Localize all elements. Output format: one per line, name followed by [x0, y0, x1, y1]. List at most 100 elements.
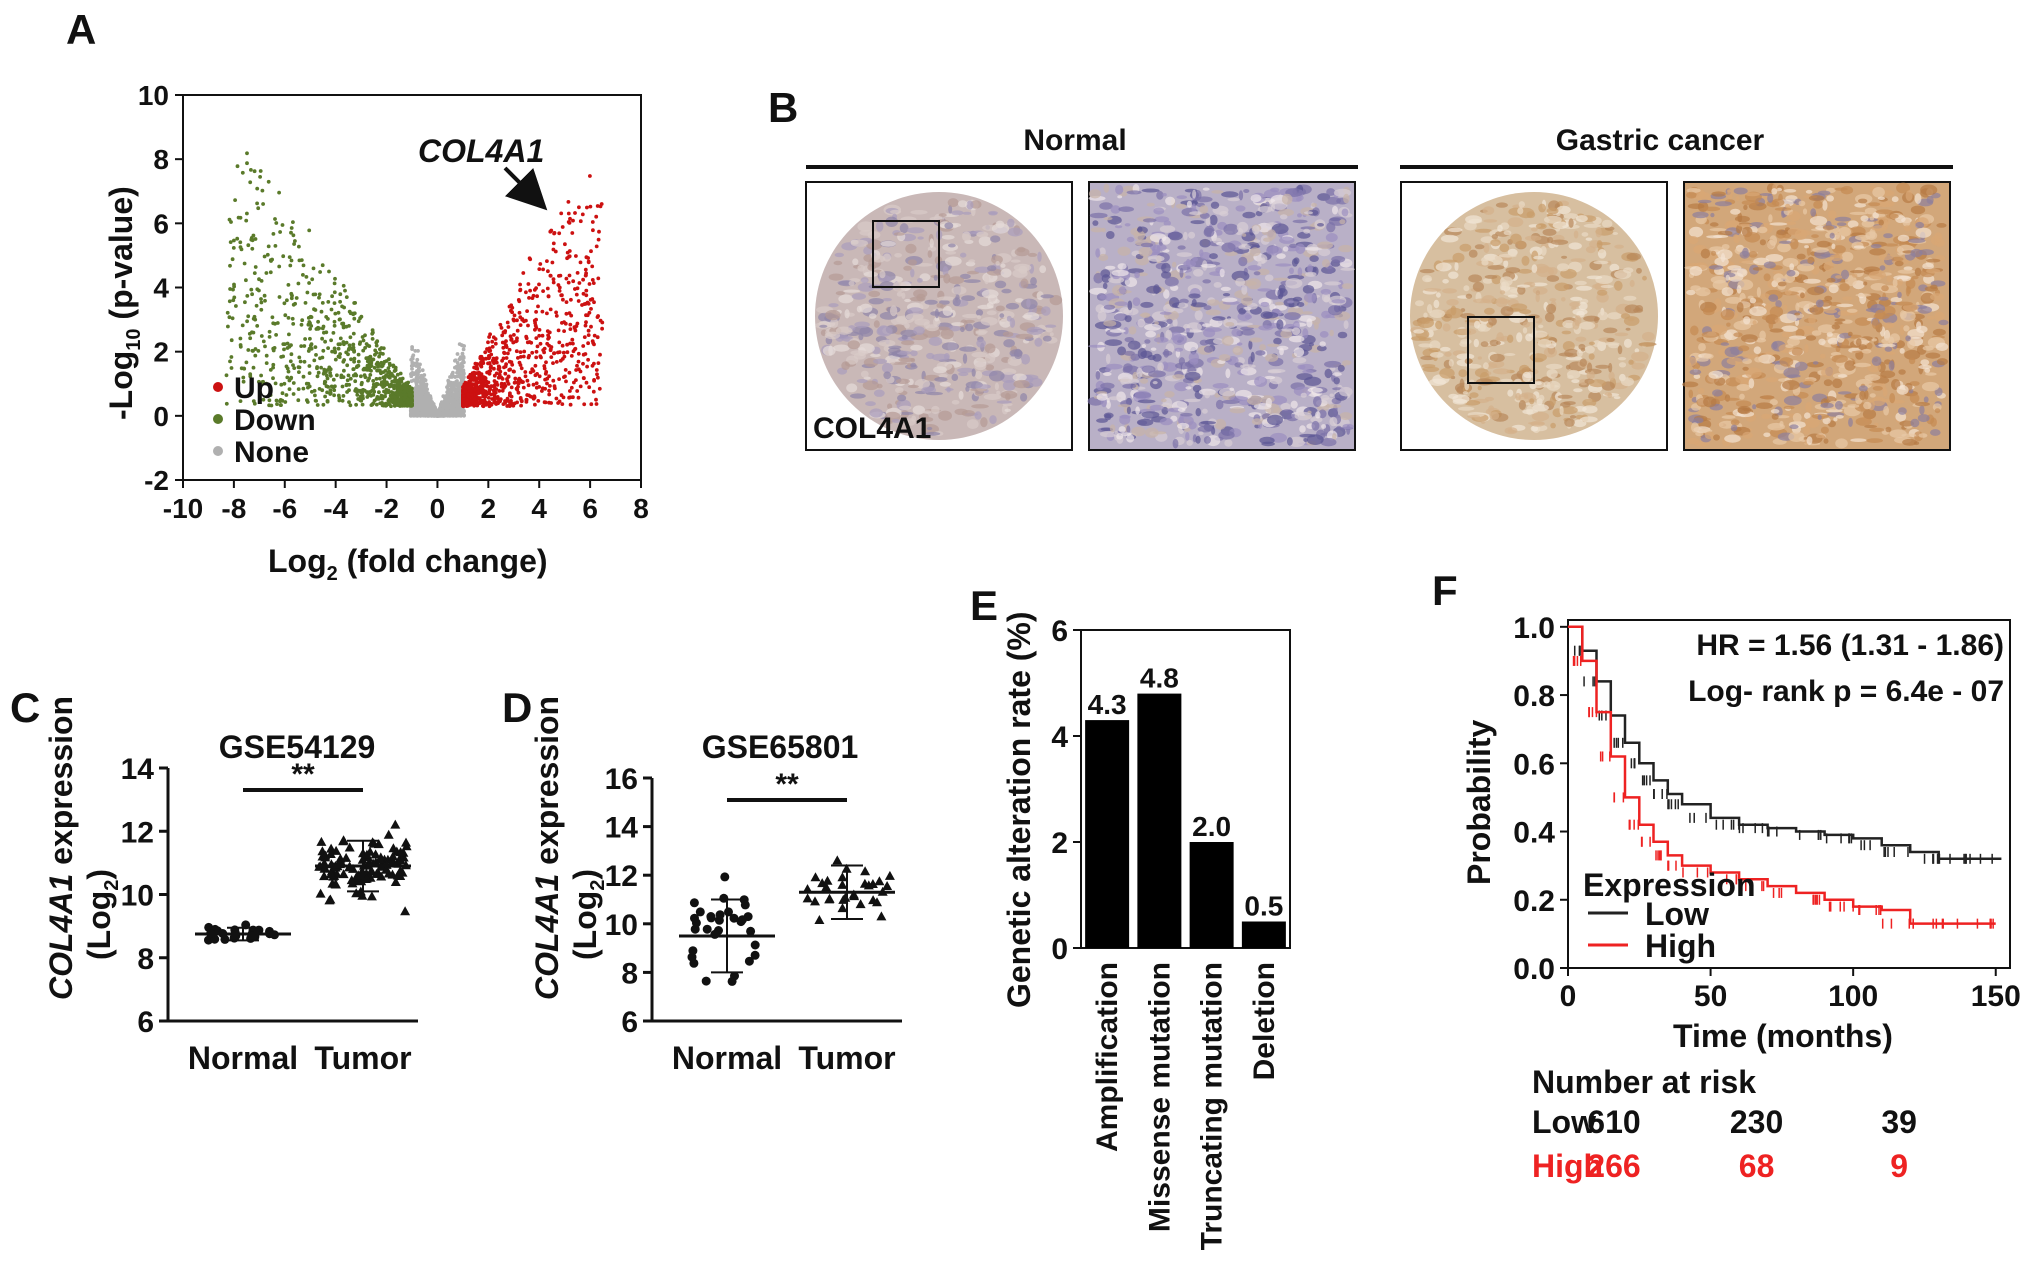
tissue-texture	[1018, 265, 1028, 274]
point-up	[533, 373, 538, 378]
tissue-texture	[1126, 236, 1135, 243]
tissue-texture	[1160, 398, 1167, 403]
tissue-texture	[1146, 202, 1155, 207]
tissue-texture	[1343, 193, 1350, 204]
tissue-texture	[1287, 437, 1293, 446]
tissue-texture	[1623, 338, 1632, 348]
tissue-texture	[1176, 252, 1193, 257]
tissue-texture	[1276, 345, 1289, 351]
tissue-texture	[1532, 286, 1548, 295]
point-up	[567, 254, 572, 259]
point-down	[333, 357, 338, 362]
point-up	[511, 403, 516, 408]
tissue-texture	[1295, 243, 1306, 255]
point-down	[312, 388, 317, 393]
tissue-texture	[1140, 378, 1149, 384]
point-up	[543, 386, 547, 391]
point-down	[366, 390, 370, 395]
volcano-y-tick-label: 10	[138, 80, 169, 111]
tissue-texture	[1543, 347, 1557, 358]
point-down	[288, 263, 293, 268]
point-down	[297, 370, 301, 374]
point-down	[368, 357, 372, 362]
tissue-texture	[1202, 408, 1208, 414]
tissue-texture	[1617, 357, 1627, 361]
point-up	[516, 356, 520, 360]
point-up	[574, 378, 578, 382]
point-up	[566, 200, 571, 204]
point-down	[283, 313, 288, 318]
point-none	[455, 374, 460, 379]
point-down	[322, 367, 327, 372]
point-down	[250, 292, 255, 297]
point-down	[323, 339, 327, 344]
tissue-texture	[1477, 385, 1482, 391]
tissue-texture	[1291, 258, 1298, 267]
tissue-texture	[1276, 253, 1286, 259]
point-down	[399, 401, 403, 406]
tissue-texture	[1187, 421, 1197, 430]
tissue-texture	[1275, 263, 1292, 267]
point-up	[589, 307, 593, 311]
point-down	[232, 282, 236, 287]
point-up	[557, 231, 562, 236]
point-down	[347, 388, 351, 393]
point-down	[354, 389, 359, 393]
tissue-texture	[974, 361, 987, 371]
tissue-texture	[1495, 202, 1508, 208]
point-down	[324, 315, 329, 319]
tissue-texture	[828, 273, 844, 281]
point-up	[461, 394, 466, 398]
point-up	[586, 259, 591, 264]
point-down	[246, 243, 251, 248]
tissue-texture	[1109, 424, 1116, 433]
tissue-texture	[1134, 390, 1152, 401]
point-down	[313, 345, 318, 349]
tissue-texture	[1175, 203, 1187, 209]
tissue-texture	[1199, 238, 1211, 248]
point-down	[257, 277, 261, 282]
tissue-texture	[894, 253, 902, 258]
tissue-texture	[995, 305, 1005, 312]
point-none	[413, 401, 417, 405]
tissue-texture	[1174, 381, 1189, 392]
tissue-texture	[1321, 259, 1330, 268]
point-up	[597, 229, 601, 234]
point-up	[580, 212, 585, 217]
point-down	[278, 403, 283, 407]
tissue-texture	[1115, 184, 1124, 195]
point-down	[367, 364, 372, 369]
point-none	[449, 383, 454, 388]
tissue-texture	[1304, 247, 1323, 251]
point-up	[596, 237, 601, 242]
tissue-texture	[966, 200, 974, 210]
tissue-texture	[1246, 324, 1262, 328]
tissue-texture	[1440, 234, 1459, 243]
point-up	[563, 374, 567, 379]
point-up	[582, 335, 587, 339]
point-up	[583, 267, 588, 272]
point-up	[589, 402, 594, 407]
tissue-texture	[996, 400, 1012, 404]
tissue-texture	[1186, 200, 1192, 208]
point-down	[264, 381, 269, 386]
point-none	[411, 361, 416, 366]
tissue-texture	[1483, 243, 1490, 254]
point-up	[493, 337, 498, 341]
point-up	[574, 254, 578, 258]
point-down	[227, 217, 232, 222]
tissue-texture	[1337, 331, 1348, 339]
point-down	[271, 232, 276, 236]
tissue-texture	[1140, 301, 1154, 308]
point-up	[554, 396, 559, 401]
point-down	[294, 296, 299, 300]
point-down	[346, 352, 350, 357]
point-up	[592, 378, 596, 383]
point-down	[285, 366, 290, 371]
tissue-texture	[1229, 387, 1235, 392]
point-up	[481, 382, 486, 387]
tissue-texture	[1117, 404, 1131, 408]
tissue-texture	[1116, 433, 1124, 440]
point-up	[542, 364, 547, 368]
tissue-texture	[1327, 265, 1334, 274]
